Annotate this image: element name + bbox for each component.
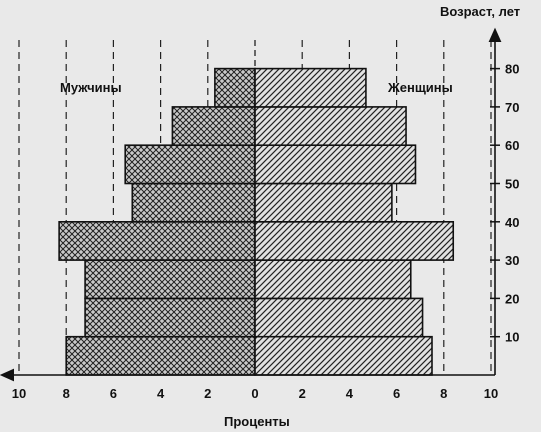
bar-women-30-40 — [254, 221, 455, 261]
y-axis-title: Возраст, лет — [440, 4, 520, 19]
x-tick-label: 4 — [157, 386, 165, 401]
x-tick-label: 8 — [63, 386, 70, 401]
bar-men-30-40 — [58, 221, 256, 261]
bar-women-60-70 — [254, 106, 407, 147]
bar-men-70-80 — [214, 67, 256, 108]
y-tick-label: 30 — [505, 253, 519, 268]
y-tick-label: 50 — [505, 177, 519, 192]
bar-women-10-20 — [254, 297, 424, 338]
bar-women-20-30 — [254, 259, 412, 300]
y-tick-label: 10 — [505, 330, 519, 345]
x-tick-label: 8 — [440, 386, 447, 401]
bar-women-50-60 — [254, 144, 417, 185]
axes — [0, 27, 502, 382]
x-tick-label: 4 — [346, 386, 354, 401]
bar-women-70-80 — [254, 67, 367, 108]
series-label-men: Мужчины — [60, 80, 122, 95]
bar-men-10-20 — [84, 297, 256, 338]
bar-men-20-30 — [84, 259, 256, 300]
x-tick-label: 6 — [393, 386, 400, 401]
x-tick-label: 2 — [204, 386, 211, 401]
y-tick-label: 20 — [505, 291, 519, 306]
bar-men-40-50 — [131, 182, 256, 223]
y-tick-label: 60 — [505, 138, 519, 153]
x-tick-label: 10 — [484, 386, 498, 401]
x-tick-label: 10 — [12, 386, 26, 401]
x-axis-title: Проценты — [224, 414, 290, 429]
x-tick-label: 6 — [110, 386, 117, 401]
y-tick-label: 40 — [505, 215, 519, 230]
x-tick-label: 2 — [299, 386, 306, 401]
bar-men-50-60 — [124, 144, 256, 185]
y-tick-label: 80 — [505, 62, 519, 77]
bars — [58, 67, 455, 376]
bar-men-0-10 — [65, 335, 256, 376]
series-label-women: Женщины — [387, 80, 453, 95]
bar-women-40-50 — [254, 182, 393, 223]
bar-men-60-70 — [171, 106, 256, 147]
x-tick-label: 0 — [251, 386, 258, 401]
y-tick-label: 70 — [505, 100, 519, 115]
bar-women-0-10 — [254, 335, 433, 376]
